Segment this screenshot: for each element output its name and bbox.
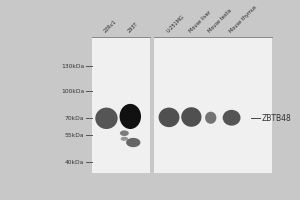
Text: 100kDa: 100kDa xyxy=(61,89,84,94)
Text: 130kDa: 130kDa xyxy=(61,64,84,69)
Ellipse shape xyxy=(120,104,141,129)
Text: Mouse thymus: Mouse thymus xyxy=(228,4,257,34)
Ellipse shape xyxy=(181,107,202,127)
Ellipse shape xyxy=(95,108,118,129)
Bar xyxy=(92,37,150,173)
Text: 40kDa: 40kDa xyxy=(65,160,84,165)
Text: 70kDa: 70kDa xyxy=(65,116,84,121)
Ellipse shape xyxy=(159,108,179,127)
Ellipse shape xyxy=(126,138,140,147)
Text: ZBTB48: ZBTB48 xyxy=(261,114,291,123)
Ellipse shape xyxy=(223,110,241,126)
Ellipse shape xyxy=(205,112,216,124)
Text: 293T: 293T xyxy=(127,21,139,34)
Text: U-251MG: U-251MG xyxy=(166,14,185,34)
Text: Mouse liver: Mouse liver xyxy=(188,10,212,34)
Text: Mouse testis: Mouse testis xyxy=(207,8,233,34)
Ellipse shape xyxy=(121,137,128,141)
Text: 55kDa: 55kDa xyxy=(64,133,84,138)
Text: 22Rv1: 22Rv1 xyxy=(103,19,118,34)
Bar xyxy=(154,37,272,173)
Ellipse shape xyxy=(120,130,129,136)
